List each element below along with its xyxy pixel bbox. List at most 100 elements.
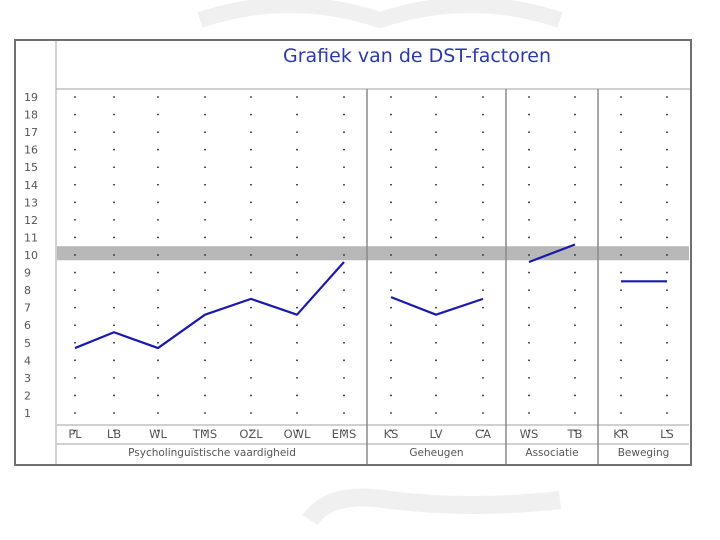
grid-dot: [204, 96, 206, 98]
grid-dot: [528, 341, 530, 344]
grid-dot: [296, 341, 298, 344]
grid-dot: [250, 359, 252, 362]
grid-dot: [435, 324, 437, 327]
grid-dot: [666, 412, 668, 414]
grid-dot: [666, 148, 668, 151]
grid-dot: [204, 113, 206, 116]
group-label: Associatie: [525, 447, 578, 459]
grid-dot: [157, 324, 159, 327]
grid-dot: [74, 359, 76, 362]
grid-dot: [74, 236, 76, 239]
grid-dot: [620, 148, 622, 151]
grid-dot: [157, 113, 159, 116]
xtick-label: OZL: [239, 427, 263, 441]
ytick-label: 7: [24, 302, 31, 315]
grid-dot: [482, 236, 484, 239]
series-line: [390, 296, 484, 316]
watermark-bottom: [302, 488, 561, 526]
grid-dot: [620, 271, 622, 274]
grid-dot: [250, 201, 252, 204]
grid-dot: [343, 429, 345, 432]
grid-dot: [482, 218, 484, 221]
grid-dot: [482, 148, 484, 151]
grid-dot: [296, 236, 298, 239]
ytick-label: 9: [24, 267, 31, 280]
grid-dot: [666, 218, 668, 221]
grid-dot: [620, 218, 622, 221]
grid-dot: [296, 131, 298, 134]
grid-dot: [390, 183, 392, 186]
grid-dot: [435, 254, 437, 256]
xtick-label: LV: [429, 427, 442, 441]
grid-dot: [574, 218, 576, 221]
grid-dot: [250, 376, 252, 379]
grid-dot: [528, 218, 530, 221]
group-label: Geheugen: [409, 447, 463, 459]
ytick-label: 1: [24, 407, 31, 420]
grid-dot: [204, 324, 206, 327]
grid-dot: [666, 131, 668, 134]
grid-dot: [343, 376, 345, 379]
grid-dot: [113, 341, 115, 344]
grid-dot: [528, 429, 530, 432]
grid-dot: [482, 412, 484, 414]
grid-dot: [528, 113, 530, 116]
grid-dot: [435, 218, 437, 221]
grid-dot: [74, 429, 76, 432]
grid-dot: [666, 254, 668, 256]
grid-dot: [113, 166, 115, 169]
ytick-label: 18: [24, 109, 38, 122]
grid-dot: [390, 166, 392, 169]
grid-dot: [390, 324, 392, 327]
grid-dot: [435, 306, 437, 309]
ytick-label: 6: [24, 319, 31, 332]
xtick-label: CA: [475, 427, 491, 441]
grid-dot: [157, 254, 159, 256]
grid-dot: [157, 201, 159, 204]
grid-dot: [157, 166, 159, 169]
grid-dot: [343, 183, 345, 186]
grid-dot: [482, 306, 484, 309]
grid-dot: [666, 341, 668, 344]
grid-dot: [620, 131, 622, 134]
grid-dot: [157, 131, 159, 134]
grid-dot: [250, 236, 252, 239]
grid-dot: [620, 183, 622, 186]
grid-dot: [296, 429, 298, 432]
grid-dot: [74, 306, 76, 309]
grid-dot: [343, 236, 345, 239]
grid-dot: [343, 131, 345, 134]
grid-dot: [343, 324, 345, 327]
grid-dot: [574, 131, 576, 134]
grid-dot: [157, 359, 159, 362]
grid-dot: [620, 254, 622, 256]
grid-dot: [343, 341, 345, 344]
grid-dot: [435, 394, 437, 397]
grid-dot: [574, 289, 576, 292]
grid-dot: [390, 96, 392, 98]
grid-dot: [435, 429, 437, 432]
grid-dot: [204, 359, 206, 362]
xtick-label: TB: [567, 427, 583, 441]
grid-dot: [666, 271, 668, 274]
grid-dot: [74, 394, 76, 397]
grid-dot: [343, 271, 345, 274]
grid-dot: [574, 96, 576, 98]
grid-dot: [250, 324, 252, 327]
xtick-label: KS: [384, 427, 399, 441]
grid-dot: [74, 183, 76, 186]
grid-dot: [157, 376, 159, 379]
grid-dot: [157, 183, 159, 186]
grid-dot: [74, 412, 76, 414]
ytick-label: 4: [24, 354, 31, 367]
grid-dot: [620, 201, 622, 204]
grid-dot: [113, 324, 115, 327]
grid-dot: [113, 201, 115, 204]
grid-dot: [528, 148, 530, 151]
ytick-label: 14: [24, 179, 38, 192]
grid-dot: [482, 359, 484, 362]
grid-dot: [620, 236, 622, 239]
grid-dot: [482, 113, 484, 116]
grid-dot: [620, 324, 622, 327]
